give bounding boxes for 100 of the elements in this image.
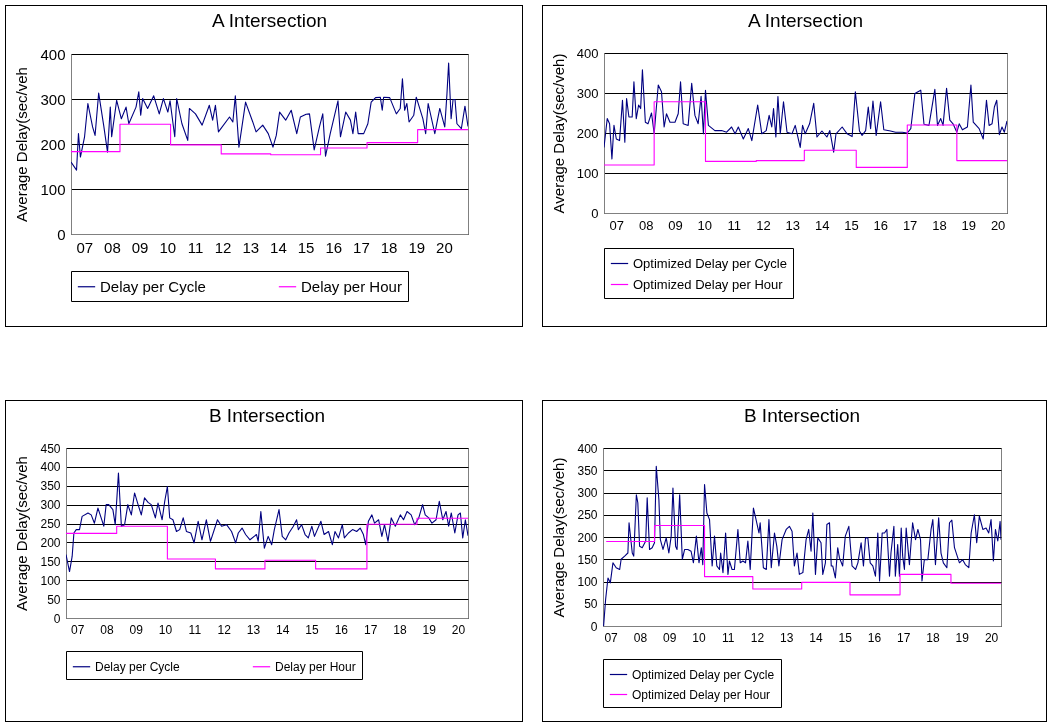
line-series	[604, 69, 1007, 160]
x-tick-label: 16	[334, 622, 349, 637]
legend-label: Optimized Delay per Cycle	[632, 667, 775, 682]
y-axis-title: Average Delay(sec/veh	[13, 67, 31, 222]
x-tick-label: 20	[451, 622, 466, 637]
x-tick-label: 18	[926, 630, 941, 645]
y-tick-label: 100	[40, 573, 61, 588]
legend-label: Delay per Cycle	[100, 277, 206, 295]
x-tick-label: 16	[873, 217, 889, 233]
x-tick-label: 13	[780, 630, 794, 645]
legend-label: Delay per Hour	[275, 659, 356, 674]
legend-label: Optimized Delay per Hour	[632, 687, 771, 702]
x-tick-label: 09	[662, 630, 677, 645]
x-tick-label: 12	[217, 622, 232, 637]
y-tick-label: 450	[40, 441, 61, 456]
y-tick-label: 250	[577, 508, 598, 523]
y-tick-label: 300	[40, 90, 66, 108]
x-tick-label: 15	[305, 622, 320, 637]
legend-label: Optimized Delay per Hour	[633, 276, 784, 292]
y-tick-label: 0	[57, 225, 66, 243]
x-tick-label: 12	[750, 630, 765, 645]
x-tick-label: 10	[697, 217, 713, 233]
y-tick-label: 50	[584, 597, 598, 612]
y-tick-label: 400	[577, 441, 598, 456]
y-tick-label: 0	[53, 611, 61, 626]
x-tick-label: 20	[984, 630, 999, 645]
x-tick-label: 17	[363, 622, 378, 637]
x-tick-label: 12	[756, 217, 771, 233]
x-tick-label: 19	[955, 630, 970, 645]
y-tick-label: 200	[40, 535, 61, 550]
y-tick-label: 400	[40, 460, 61, 475]
x-tick-label: 14	[814, 217, 830, 233]
x-tick-label: 18	[380, 238, 398, 256]
x-tick-label: 08	[633, 630, 648, 645]
line-series	[66, 472, 468, 573]
x-tick-label: 16	[325, 238, 343, 256]
y-tick-label: 50	[47, 592, 61, 607]
chart-title: B Intersection	[208, 405, 326, 426]
y-tick-label: 150	[577, 552, 598, 567]
x-tick-label: 11	[727, 217, 741, 233]
x-tick-label: 20	[990, 217, 1006, 233]
y-tick-label: 100	[40, 180, 66, 198]
y-tick-label: 0	[591, 205, 599, 221]
y-tick-label: 300	[40, 498, 61, 513]
x-tick-label: 13	[242, 238, 260, 256]
x-tick-label: 10	[159, 238, 177, 256]
x-tick-label: 15	[838, 630, 853, 645]
y-axis-title: Average Delay(sec/veh	[13, 456, 31, 611]
legend-label: Delay per Hour	[301, 277, 402, 295]
x-tick-label: 14	[276, 622, 290, 637]
x-tick-label: 10	[692, 630, 706, 645]
x-tick-label: 10	[158, 622, 173, 637]
chart-title: B Intersection	[743, 405, 861, 426]
y-tick-label: 0	[590, 619, 598, 634]
x-tick-label: 11	[187, 238, 204, 256]
chart-title: A Intersection	[747, 10, 864, 31]
y-tick-label: 200	[40, 135, 66, 153]
x-tick-label: 07	[609, 217, 625, 233]
x-tick-label: 13	[785, 217, 801, 233]
x-tick-label: 14	[270, 238, 287, 256]
y-tick-label: 300	[576, 85, 599, 101]
x-tick-label: 09	[668, 217, 683, 233]
y-tick-label: 200	[577, 530, 598, 545]
x-tick-label: 20	[436, 238, 453, 256]
y-tick-label: 400	[576, 45, 599, 61]
x-tick-label: 18	[393, 622, 407, 637]
y-axis-title: Average Delay(sec/veh)	[549, 53, 567, 214]
x-tick-label: 19	[422, 622, 437, 637]
y-tick-label: 150	[40, 554, 61, 569]
x-tick-label: 08	[638, 217, 654, 233]
y-tick-label: 200	[576, 125, 599, 141]
x-tick-label: 17	[353, 238, 370, 256]
x-tick-label: 19	[408, 238, 426, 256]
x-tick-label: 07	[604, 630, 619, 645]
chart-title: A Intersection	[211, 10, 328, 31]
x-tick-label: 15	[844, 217, 859, 233]
x-tick-label: 08	[100, 622, 114, 637]
x-tick-label: 17	[902, 217, 918, 233]
x-tick-label: 08	[104, 238, 121, 256]
x-tick-label: 15	[297, 238, 315, 256]
y-tick-label: 400	[40, 45, 66, 63]
y-tick-label: 300	[577, 486, 598, 500]
x-tick-label: 18	[932, 217, 947, 233]
x-tick-label: 11	[188, 622, 202, 637]
x-tick-label: 13	[246, 622, 261, 637]
x-tick-label: 11	[721, 630, 735, 645]
legend-label: Delay per Cycle	[95, 659, 181, 674]
legend-label: Optimized Delay per Cycle	[633, 255, 787, 271]
x-tick-label: 14	[809, 630, 823, 645]
y-tick-label: 250	[40, 517, 61, 532]
line-series	[71, 62, 468, 171]
y-tick-label: 350	[577, 463, 598, 478]
x-tick-label: 19	[961, 217, 977, 233]
x-tick-label: 12	[214, 238, 232, 256]
x-tick-label: 07	[70, 622, 85, 637]
y-tick-label: 100	[576, 165, 599, 181]
x-tick-label: 16	[867, 630, 882, 645]
y-axis-title: Average Delay(sec/veh)	[550, 457, 568, 618]
y-tick-label: 100	[577, 575, 598, 589]
x-tick-label: 09	[131, 238, 149, 256]
